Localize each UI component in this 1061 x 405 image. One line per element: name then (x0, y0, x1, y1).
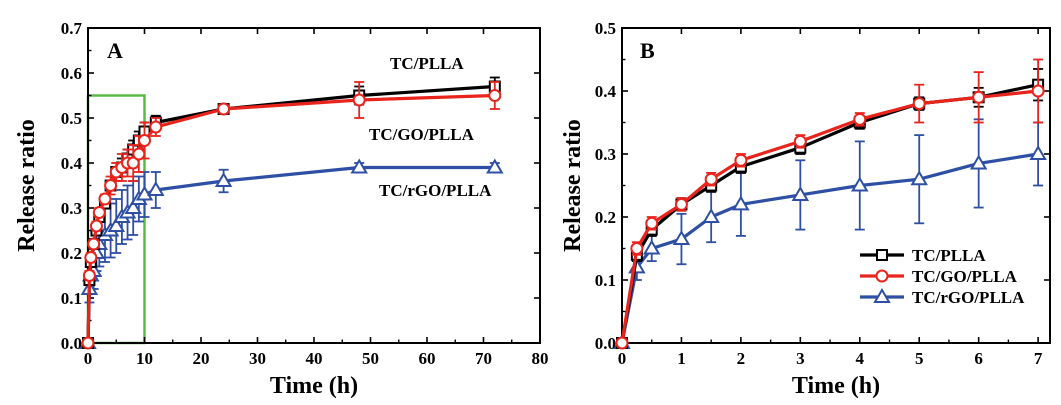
data-point (615, 336, 629, 350)
data-point (135, 185, 154, 201)
data-point (82, 269, 96, 282)
y-tick-label: 0.3 (595, 145, 616, 164)
data-point (969, 154, 988, 170)
x-tick-label: 1 (677, 349, 686, 368)
series-annotation: TC/GO/PLLA (369, 125, 475, 144)
y-tick-label: 0.2 (61, 244, 82, 263)
x-axis-label: Time (h) (270, 373, 358, 399)
data-point (1029, 145, 1047, 160)
data-point (89, 219, 103, 233)
data-point (214, 172, 233, 187)
series-tc-rgo-plla (613, 118, 1047, 349)
x-tick-label: 6 (974, 349, 983, 368)
y-tick-label: 0.6 (61, 64, 82, 83)
data-point (488, 89, 502, 102)
data-point (107, 217, 125, 232)
y-axis-label: Release ratio (560, 119, 586, 252)
data-point (674, 197, 688, 211)
data-point (853, 112, 867, 126)
series-tc-go-plla (615, 58, 1045, 350)
series-annotation: TC/PLLA (390, 54, 464, 73)
data-point (126, 156, 140, 170)
data-point (138, 134, 151, 147)
legend-marker (875, 269, 889, 283)
legend-label: TC/GO/PLLA (912, 267, 1018, 286)
x-tick-label: 70 (475, 349, 492, 368)
data-point (350, 158, 368, 174)
y-tick-label: 0.1 (61, 289, 82, 308)
x-tick-label: 20 (193, 349, 210, 368)
data-point (791, 185, 810, 201)
x-tick-label: 10 (136, 349, 153, 368)
legend: TC/PLLA TC/GO/PLLA TC/rGO/PLLA (860, 246, 1025, 307)
data-point (793, 134, 807, 148)
series-annotation: TC/rGO/PLLA (379, 181, 492, 200)
data-point (147, 181, 165, 196)
y-tick-label: 0.0 (595, 334, 616, 353)
data-point (851, 176, 869, 192)
y-tick-label: 0.1 (595, 271, 616, 290)
data-point (486, 158, 504, 174)
data-point (630, 242, 644, 255)
data-point (702, 208, 720, 223)
data-point (98, 192, 112, 206)
data-point (642, 239, 661, 255)
data-point (972, 90, 986, 104)
series-tc-go-plla (81, 81, 502, 350)
legend-marker (873, 288, 891, 303)
y-tick-label: 0.5 (595, 19, 616, 38)
data-point (92, 206, 106, 219)
data-point (352, 93, 366, 107)
y-tick-label: 0.0 (61, 334, 82, 353)
legend-marker (876, 249, 888, 261)
data-point (217, 102, 231, 116)
x-tick-label: 30 (249, 349, 266, 368)
y-axis-label: Release ratio (14, 119, 40, 252)
y-tick-label: 0.4 (595, 82, 617, 101)
panel-label: A (107, 38, 123, 63)
y-tick-label: 0.4 (61, 154, 83, 173)
data-point (124, 199, 142, 214)
data-point (81, 336, 95, 350)
x-tick-label: 3 (796, 349, 805, 368)
panel-label: B (640, 38, 655, 63)
data-point (104, 179, 118, 192)
data-point (704, 172, 718, 186)
data-point (912, 97, 926, 111)
x-tick-label: 80 (532, 349, 549, 368)
chart-panel-a: 0 10 20 30 40 50 60 70 80 0.0 0.1 0.2 0.3 0.4 0.5 0.6 0.… (14, 19, 549, 399)
legend-label: TC/rGO/PLLA (912, 288, 1025, 307)
data-point (732, 195, 750, 211)
data-point (910, 170, 928, 186)
x-tick-label: 2 (737, 349, 746, 368)
x-tick-label: 0 (84, 349, 93, 368)
data-point (645, 216, 659, 230)
x-tick-label: 4 (856, 349, 865, 368)
legend-label: TC/PLLA (912, 246, 986, 265)
y-tick-label: 0.2 (595, 208, 616, 227)
x-tick-label: 7 (1034, 349, 1043, 368)
x-tick-label: 40 (306, 349, 323, 368)
y-tick-label: 0.5 (61, 109, 82, 128)
x-tick-label: 0 (618, 349, 627, 368)
data-point (1031, 84, 1045, 98)
y-tick-label: 0.7 (61, 19, 83, 38)
data-point (84, 251, 98, 264)
data-point (132, 147, 146, 161)
x-tick-label: 5 (915, 349, 924, 368)
y-tick-label: 0.3 (61, 199, 82, 218)
data-point (149, 120, 163, 134)
x-tick-label: 60 (419, 349, 436, 368)
x-axis-label: Time (h) (792, 373, 880, 399)
data-point (87, 237, 101, 251)
chart-panel-b: 0 1 2 3 4 5 6 7 0.0 0.1 0.2 0.3 0.4 0.5 Time (h) Releas… (560, 19, 1051, 399)
data-point (734, 153, 748, 167)
data-point (672, 230, 691, 246)
x-tick-label: 50 (362, 349, 379, 368)
